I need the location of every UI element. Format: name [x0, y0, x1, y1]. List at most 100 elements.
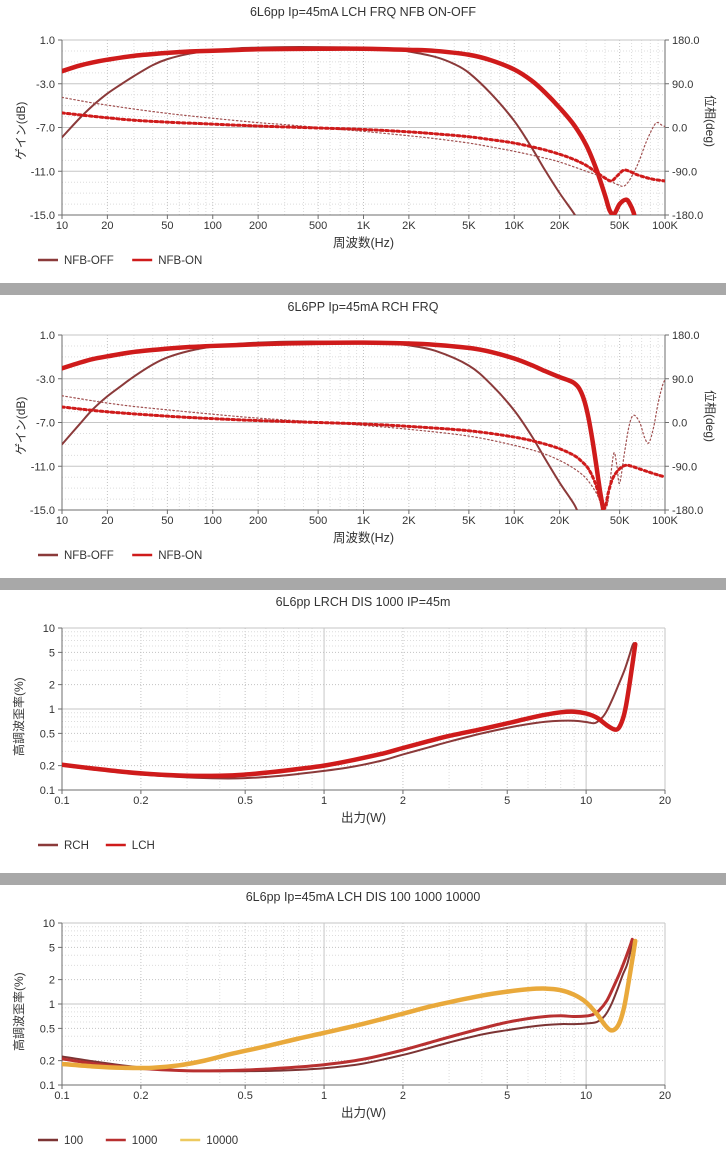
legend-label: NFB-ON — [158, 550, 202, 562]
legend-label: LCH — [132, 840, 155, 852]
x-tick-label: 100 — [204, 220, 222, 232]
y2-tick-label: 0.0 — [672, 123, 687, 135]
y-tick-label: 0.5 — [40, 728, 55, 740]
legend-item-10000: 10000 — [180, 1135, 238, 1147]
x-axis-label: 出力(W) — [341, 811, 386, 825]
x-tick-label: 10K — [504, 220, 524, 232]
x-tick-label: 0.1 — [54, 1090, 69, 1102]
y2-tick-label: -180.0 — [672, 210, 703, 222]
x-tick-label: 100K — [652, 515, 678, 527]
series-lch — [62, 642, 638, 779]
series-100 — [62, 938, 635, 1073]
y-tick-label: 2 — [49, 975, 55, 987]
x-tick-label: 20 — [101, 220, 113, 232]
frequency-response-plot-rch: 10 20 50 100 200 500 1K 2K 5K 10K 20K 50K 100K 1.0 -3.… — [30, 330, 703, 562]
chart-title: 6L6pp Ip=45mA LCH DIS 100 1000 10000 — [245, 890, 481, 904]
x-tick-label: 20 — [659, 1090, 671, 1102]
axes — [58, 922, 666, 1089]
x-tick-label: 2K — [402, 220, 416, 232]
x-axis-label: 周波数(Hz) — [333, 530, 394, 545]
panel-separator — [0, 873, 726, 885]
y-tick-label: 0.1 — [40, 785, 55, 797]
series-group — [62, 642, 638, 780]
x-tick-label: 2 — [400, 795, 406, 807]
chart-title: 6L6pp LRCH DIS 1000 IP=45m — [275, 595, 451, 609]
series-nfb-off-gain — [62, 46, 577, 215]
tick-labels: 10 20 50 100 200 500 1K 2K 5K 10K 20K 50K 100K 1.0 -3.… — [30, 35, 703, 232]
x-tick-label: 10 — [56, 515, 68, 527]
y-tick-label: 5 — [49, 942, 55, 954]
series-group — [62, 340, 665, 510]
x-tick-label: 20K — [550, 515, 570, 527]
y2-tick-label: 0.0 — [672, 418, 687, 430]
y-tick-label: 0.5 — [40, 1023, 55, 1035]
x-tick-label: 5 — [504, 1090, 510, 1102]
y-tick-label: 1.0 — [40, 330, 55, 342]
panel-separator — [0, 578, 726, 590]
y-tick-label: 1 — [49, 999, 55, 1011]
y-tick-label: 0.1 — [40, 1080, 55, 1092]
y-tick-label: 1.0 — [40, 35, 55, 47]
y-tick-label: -11.0 — [31, 461, 55, 473]
x-tick-label: 1K — [357, 220, 371, 232]
frequency-response-plot-lch: 10 20 50 100 200 500 1K 2K 5K 10K 20K 50K 100K 1.0 -3.… — [30, 35, 703, 267]
x-tick-label: 20 — [659, 795, 671, 807]
y2-tick-label: 90.0 — [672, 374, 693, 386]
series-nfb-on-gain — [62, 340, 606, 510]
x-tick-label: 5 — [504, 795, 510, 807]
x-tick-label: 200 — [249, 515, 267, 527]
x-tick-label: 1 — [321, 795, 327, 807]
y-tick-label: 10 — [43, 623, 55, 635]
series-nfb-on-gain — [62, 46, 637, 215]
distortion-plot-lrch: 0.1 0.2 0.5 1 2 5 10 20 10 5 2 1 0.5 0.2 0.1 出力(W) RCH LC… — [38, 623, 671, 852]
y-tick-label: -15.0 — [30, 210, 55, 222]
x-tick-label: 100K — [652, 220, 678, 232]
y-tick-label: 10 — [43, 918, 55, 930]
legend-item-rch: RCH — [38, 840, 89, 852]
x-tick-label: 2 — [400, 1090, 406, 1102]
legend: NFB-OFF NFB-ON — [38, 255, 202, 267]
x-tick-label: 0.5 — [238, 795, 253, 807]
y-tick-label: -3.0 — [36, 374, 55, 386]
x-tick-label: 20 — [101, 515, 113, 527]
series-nfb-off-phase — [62, 96, 665, 187]
y2-tick-label: -90.0 — [672, 166, 697, 178]
x-tick-label: 500 — [309, 515, 327, 527]
series-1000 — [62, 937, 634, 1073]
panel-separator — [0, 283, 726, 295]
series-group — [62, 937, 638, 1073]
chart-title: 6L6pp Ip=45mA LCH FRQ NFB ON-OFF — [249, 5, 477, 19]
x-tick-label: 50 — [161, 220, 173, 232]
chart-panel-lch-frequency-response: 6L6pp Ip=45mA LCH FRQ NFB ON-OFF ゲイン(dB)… — [0, 0, 726, 283]
x-tick-label: 500 — [309, 220, 327, 232]
y2-tick-label: -90.0 — [672, 461, 697, 473]
x-tick-label: 5K — [462, 220, 476, 232]
x-axis-label: 周波数(Hz) — [333, 235, 394, 250]
x-tick-label: 0.2 — [133, 795, 148, 807]
x-tick-label: 10 — [56, 220, 68, 232]
x-tick-label: 1K — [357, 515, 371, 527]
legend: RCH LCH — [38, 840, 155, 852]
grid — [62, 627, 666, 790]
legend-label: NFB-OFF — [64, 550, 114, 562]
x-tick-label: 50K — [610, 220, 630, 232]
legend-item-nfb-off: NFB-OFF — [38, 550, 114, 562]
x-tick-label: 200 — [249, 220, 267, 232]
x-tick-label: 0.2 — [133, 1090, 148, 1102]
legend-label: 1000 — [132, 1135, 158, 1147]
y-tick-label: -15.0 — [30, 505, 55, 517]
chart-title: 6L6PP Ip=45mA RCH FRQ — [287, 300, 439, 314]
x-tick-label: 20K — [550, 220, 570, 232]
x-axis-label: 出力(W) — [341, 1106, 386, 1120]
y-tick-label: 0.2 — [40, 1056, 55, 1068]
y-tick-label: 1 — [49, 704, 55, 716]
x-tick-label: 10 — [580, 1090, 592, 1102]
legend-item-1000: 1000 — [105, 1135, 158, 1147]
x-tick-label: 0.5 — [238, 1090, 253, 1102]
series-nfb-on-phase — [62, 405, 665, 510]
tick-labels: 10 20 50 100 200 500 1K 2K 5K 10K 20K 50K 100K 1.0 -3.… — [30, 330, 703, 527]
series-rch — [62, 642, 635, 780]
legend-label: NFB-OFF — [64, 255, 114, 267]
series-10000 — [62, 938, 638, 1071]
